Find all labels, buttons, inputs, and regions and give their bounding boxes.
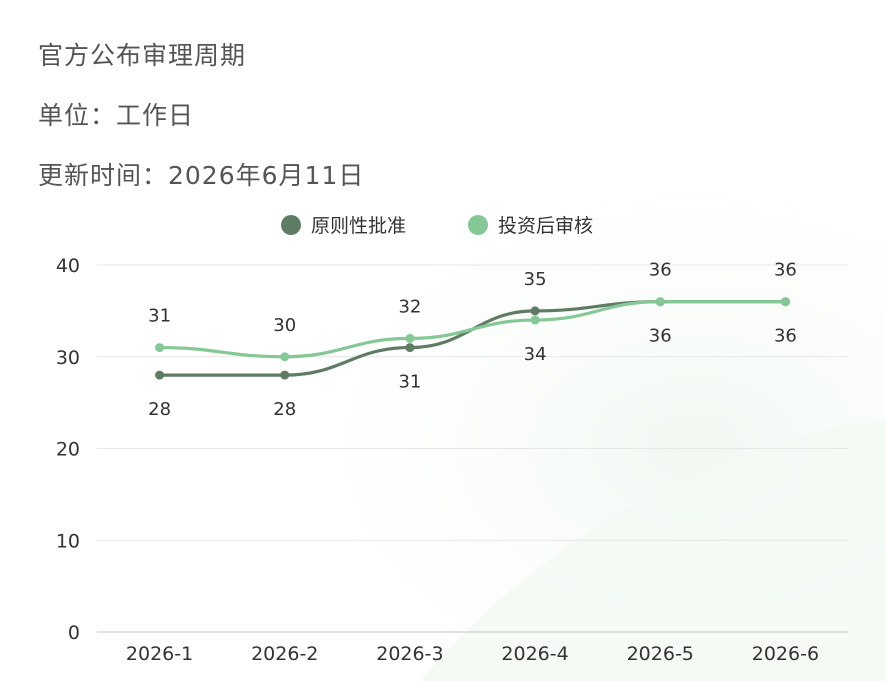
x-tick-label: 2026-1: [126, 643, 193, 665]
data-point: [655, 297, 665, 307]
data-label: 36: [649, 260, 672, 281]
data-point: [530, 315, 540, 325]
data-point: [530, 306, 540, 316]
data-label: 36: [774, 260, 797, 281]
data-point: [155, 343, 165, 353]
x-tick-label: 2026-5: [627, 643, 694, 665]
data-point: [405, 333, 415, 343]
unit-label: 单位：工作日: [38, 101, 195, 130]
legend-marker: [281, 215, 301, 235]
data-label: 31: [398, 372, 421, 393]
y-tick-label: 10: [56, 530, 80, 552]
y-tick-label: 30: [56, 347, 80, 369]
data-label: 36: [649, 326, 672, 347]
series-line: [157, 300, 788, 359]
legend-label: 原则性批准: [311, 215, 406, 237]
data-label: 28: [273, 399, 296, 420]
data-label: 30: [273, 315, 296, 336]
x-tick-label: 2026-4: [501, 643, 568, 665]
data-label: 34: [524, 344, 547, 365]
data-label: 36: [774, 326, 797, 347]
legend-marker: [468, 215, 488, 235]
y-tick-label: 20: [56, 439, 80, 461]
data-point: [405, 343, 415, 353]
update-time: 更新时间：2026年6月11日: [38, 161, 365, 190]
y-tick-label: 40: [56, 255, 80, 277]
data-label: 32: [398, 296, 421, 317]
x-tick-label: 2026-3: [376, 643, 443, 665]
y-tick-label: 0: [68, 622, 80, 644]
data-point: [780, 297, 790, 307]
chart-title: 官方公布审理周期: [38, 41, 247, 70]
data-label: 28: [148, 399, 171, 420]
header: 官方公布审理周期 单位：工作日 更新时间：2026年6月11日: [38, 26, 364, 206]
series-line: [157, 300, 788, 377]
data-label: 35: [524, 269, 547, 290]
legend-label: 投资后审核: [498, 215, 593, 237]
x-tick-label: 2026-6: [752, 643, 819, 665]
x-tick-label: 2026-2: [251, 643, 318, 665]
data-point: [280, 370, 290, 380]
data-label: 31: [148, 306, 171, 327]
data-point: [155, 370, 165, 380]
data-point: [280, 352, 290, 362]
